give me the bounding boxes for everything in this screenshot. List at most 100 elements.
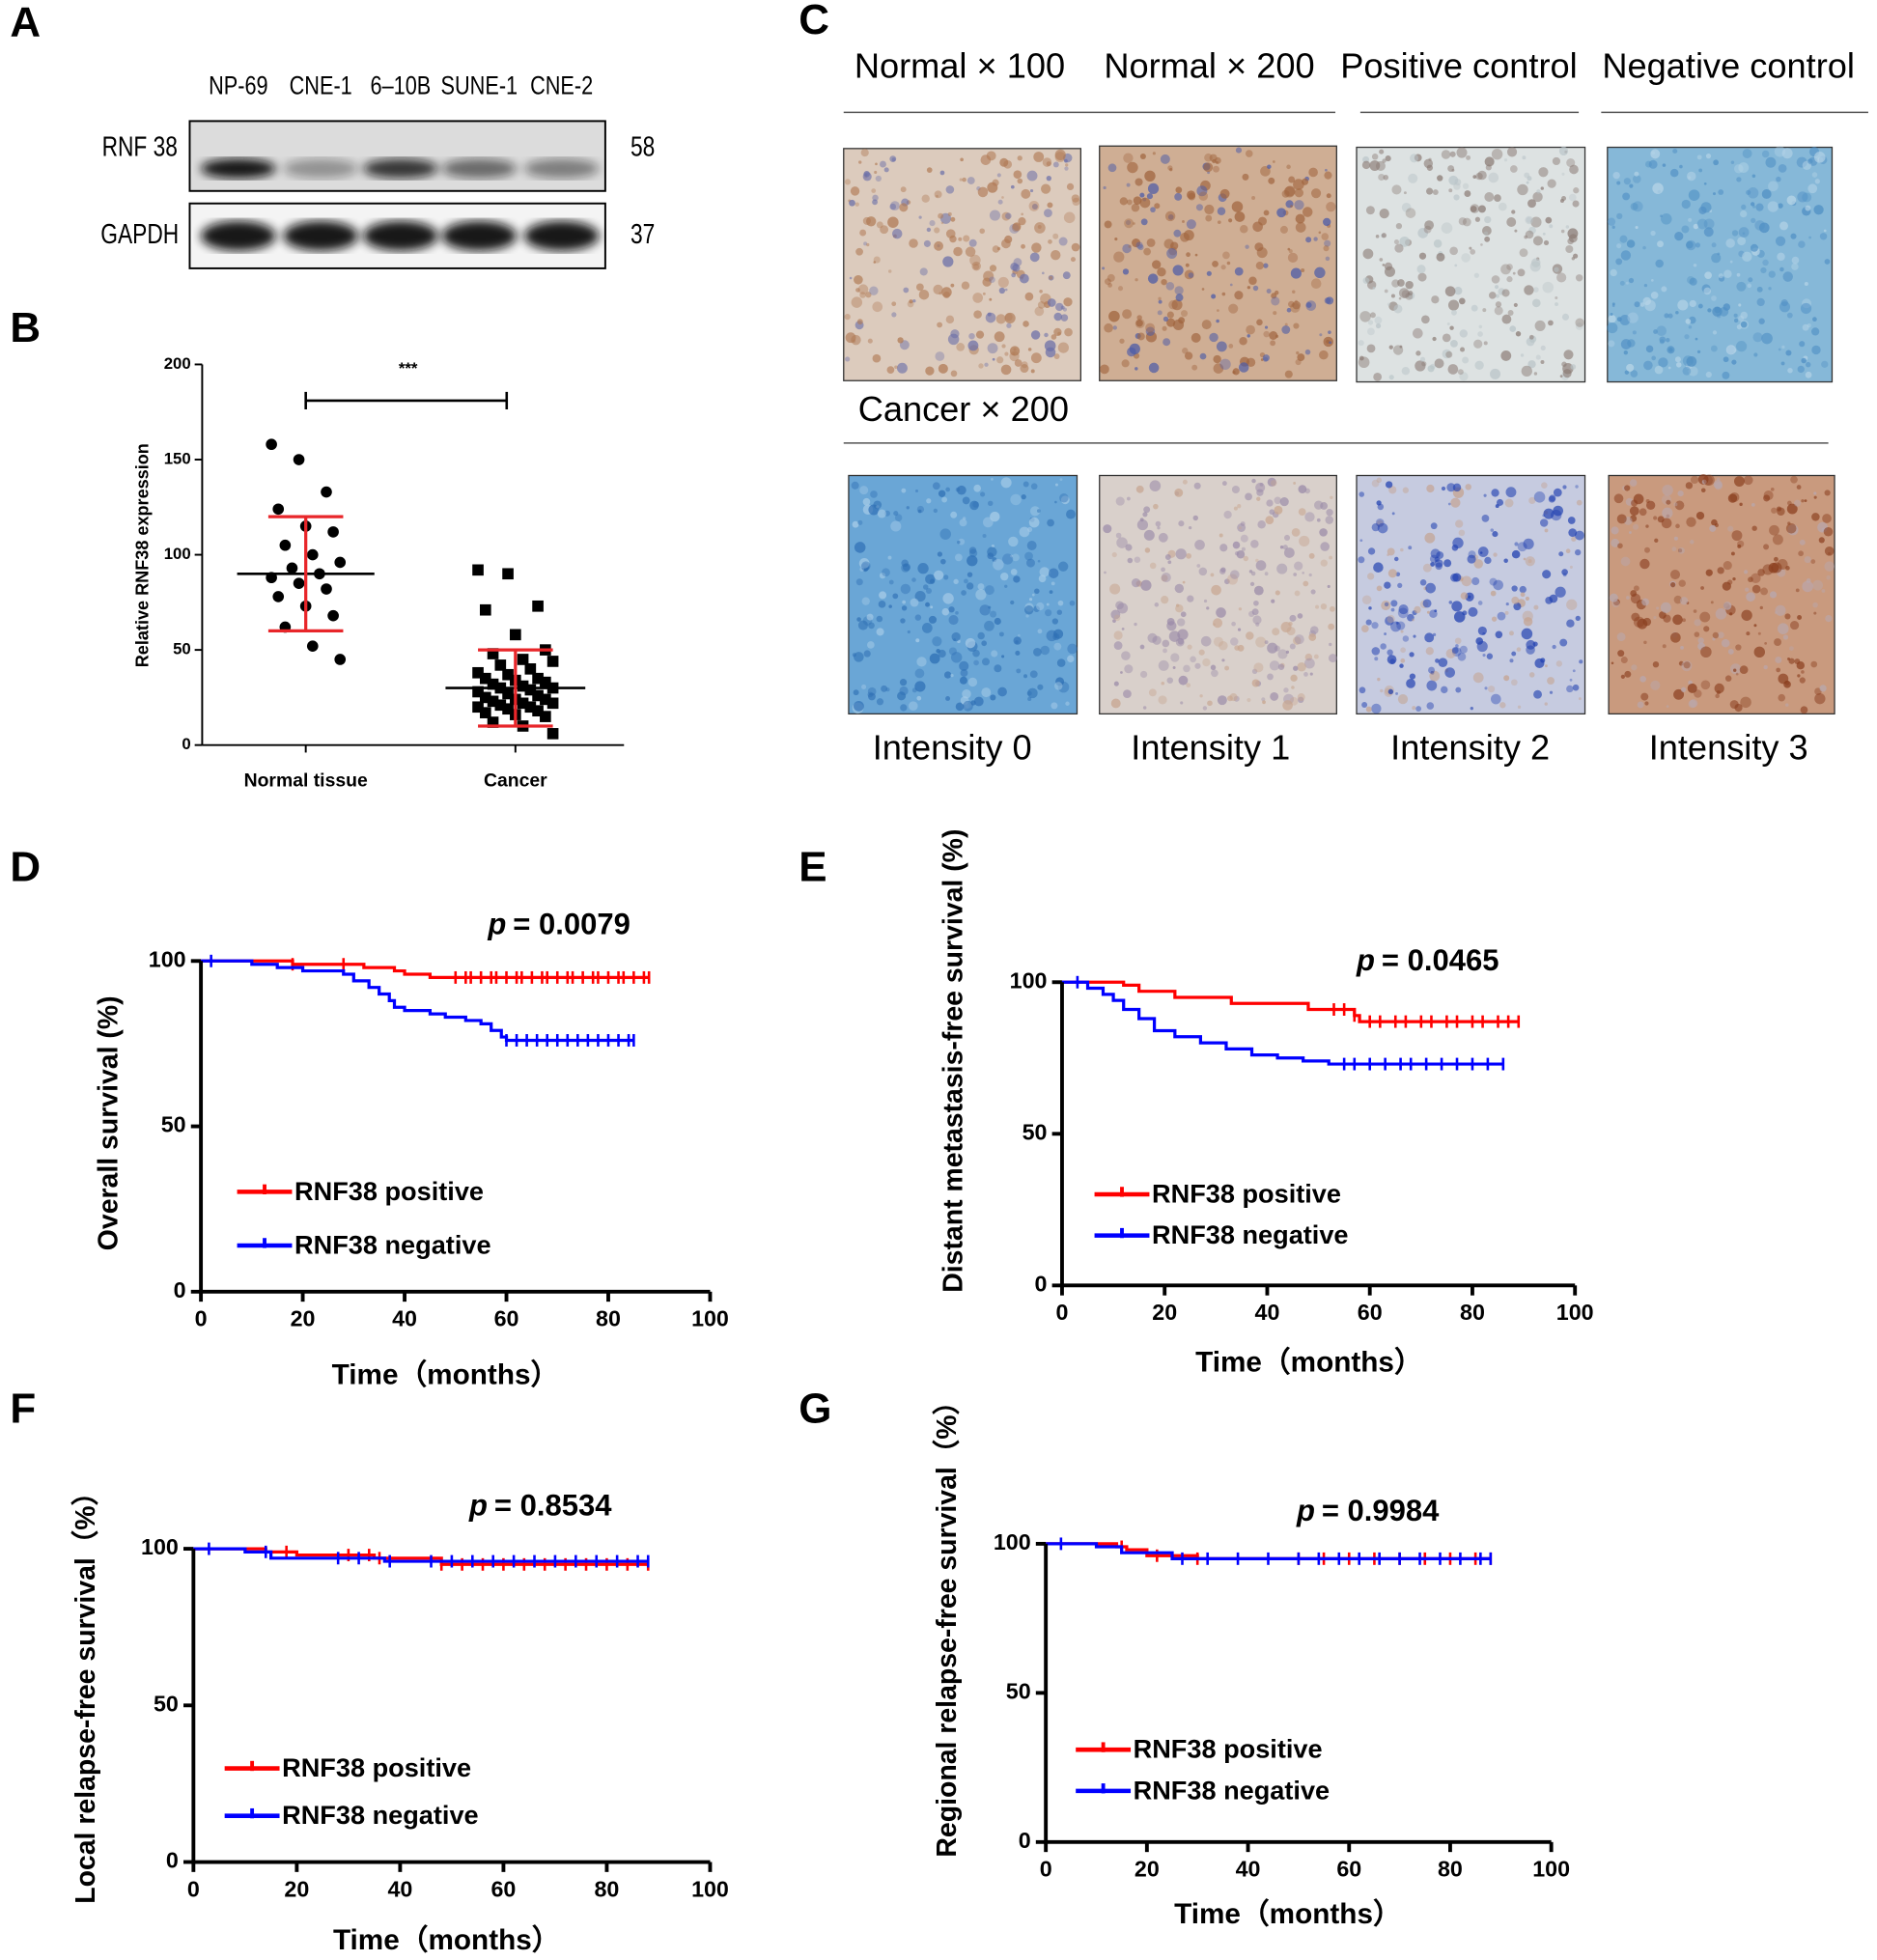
ihc-texture [1329,341,1332,345]
ihc-texture [1626,239,1636,248]
ihc-texture [1730,663,1742,675]
ihc-texture [1313,654,1319,659]
ihc-texture [1436,252,1445,262]
ihc-texture [1610,312,1613,316]
ihc-texture [1761,332,1773,345]
ihc-texture [1252,285,1259,292]
ihc-texture [1770,487,1775,491]
ihc-texture [1034,588,1040,595]
ihc-texture [1620,556,1631,567]
ihc-texture [1406,678,1415,688]
ihc-texture [1757,631,1761,635]
ihc-texture [959,660,969,671]
ihc-texture [867,338,873,344]
ihc-texture [1555,302,1559,307]
ihc-texture [1483,231,1489,237]
ihc-texture [863,650,871,658]
ihc-texture [943,671,952,679]
ihc-texture [1238,607,1243,611]
ihc-texture [855,578,863,586]
ihc-texture [1789,646,1794,651]
lane-label: NP-69 [209,71,268,100]
ihc-texture [968,238,977,247]
ihc-texture [1293,636,1302,645]
ihc-texture [1522,155,1527,160]
ihc-texture [1542,570,1552,579]
ihc-texture [1462,217,1471,227]
ihc-texture [982,658,991,666]
ihc-texture [1385,266,1396,277]
ihc-texture [938,363,948,374]
ihc-texture [1204,204,1215,215]
ihc-texture [1135,320,1143,327]
ihc-texture [1804,499,1807,502]
ihc-texture [1023,604,1034,615]
ihc-texture [1715,608,1727,620]
ihc-texture [1220,265,1226,270]
ihc-texture [1301,268,1305,273]
ihc-texture [995,314,1006,324]
ihc-texture [1434,609,1438,613]
ihc-texture [1037,559,1041,563]
ihc-texture [1193,482,1201,490]
ihc-texture [1001,344,1006,349]
ihc-texture [1265,516,1275,525]
ihc-texture [1629,183,1634,188]
ihc-texture [1424,220,1435,231]
ihc-texture [1371,522,1380,532]
ihc-texture [1166,311,1174,319]
ihc-texture [1684,334,1690,340]
ihc-texture [1158,695,1167,705]
ihc-texture [1236,549,1246,559]
ihc-texture [1232,541,1241,549]
ihc-texture [1479,551,1483,554]
ihc-texture [1810,559,1816,564]
ihc-texture [899,203,909,212]
ihc-texture [1160,154,1170,164]
ihc-texture [1824,561,1835,572]
ihc-texture [1802,192,1812,203]
x-axis-label: Time（months） [333,1924,561,1956]
ihc-texture [1374,657,1379,661]
ihc-texture [1215,160,1219,164]
ihc-texture [1777,252,1785,262]
ihc-texture [1801,499,1805,503]
ihc-texture [1746,631,1751,636]
ihc-texture [1144,170,1156,182]
ihc-texture [1399,236,1411,247]
ihc-texture [1506,217,1517,227]
ihc-texture [1213,363,1224,374]
ihc-texture [1009,346,1021,356]
ihc-texture [1762,259,1769,266]
data-point [502,703,514,715]
legend-label: RNF38 positive [1152,1178,1341,1208]
ihc-texture [1170,653,1180,662]
ihc-texture [1611,538,1620,547]
ihc-texture [1025,558,1035,568]
ihc-texture [1186,219,1196,230]
ihc-texture [1067,655,1075,663]
ihc-texture [1157,526,1161,530]
ihc-texture [973,696,984,707]
ihc-texture [1686,356,1697,367]
ihc-texture [1324,168,1328,172]
ihc-texture [1730,160,1735,164]
ihc-texture [1694,619,1701,627]
ihc-texture [1010,263,1019,271]
data-point [532,600,544,612]
ihc-texture [1612,171,1620,180]
ihc-texture [1561,569,1568,575]
ihc-texture [1520,353,1525,357]
ihc-texture [980,154,992,165]
ihc-texture [1733,318,1739,323]
ihc-texture [1724,675,1732,682]
ihc-texture [1223,510,1232,519]
ihc-texture [1192,515,1198,521]
ihc-texture [873,261,877,264]
ihc-texture [1753,352,1758,357]
ihc-texture [1813,495,1817,499]
ihc-texture [1721,638,1730,648]
ihc-texture [1417,272,1427,282]
ihc-texture [1359,491,1365,497]
ihc-texture [1525,556,1535,567]
